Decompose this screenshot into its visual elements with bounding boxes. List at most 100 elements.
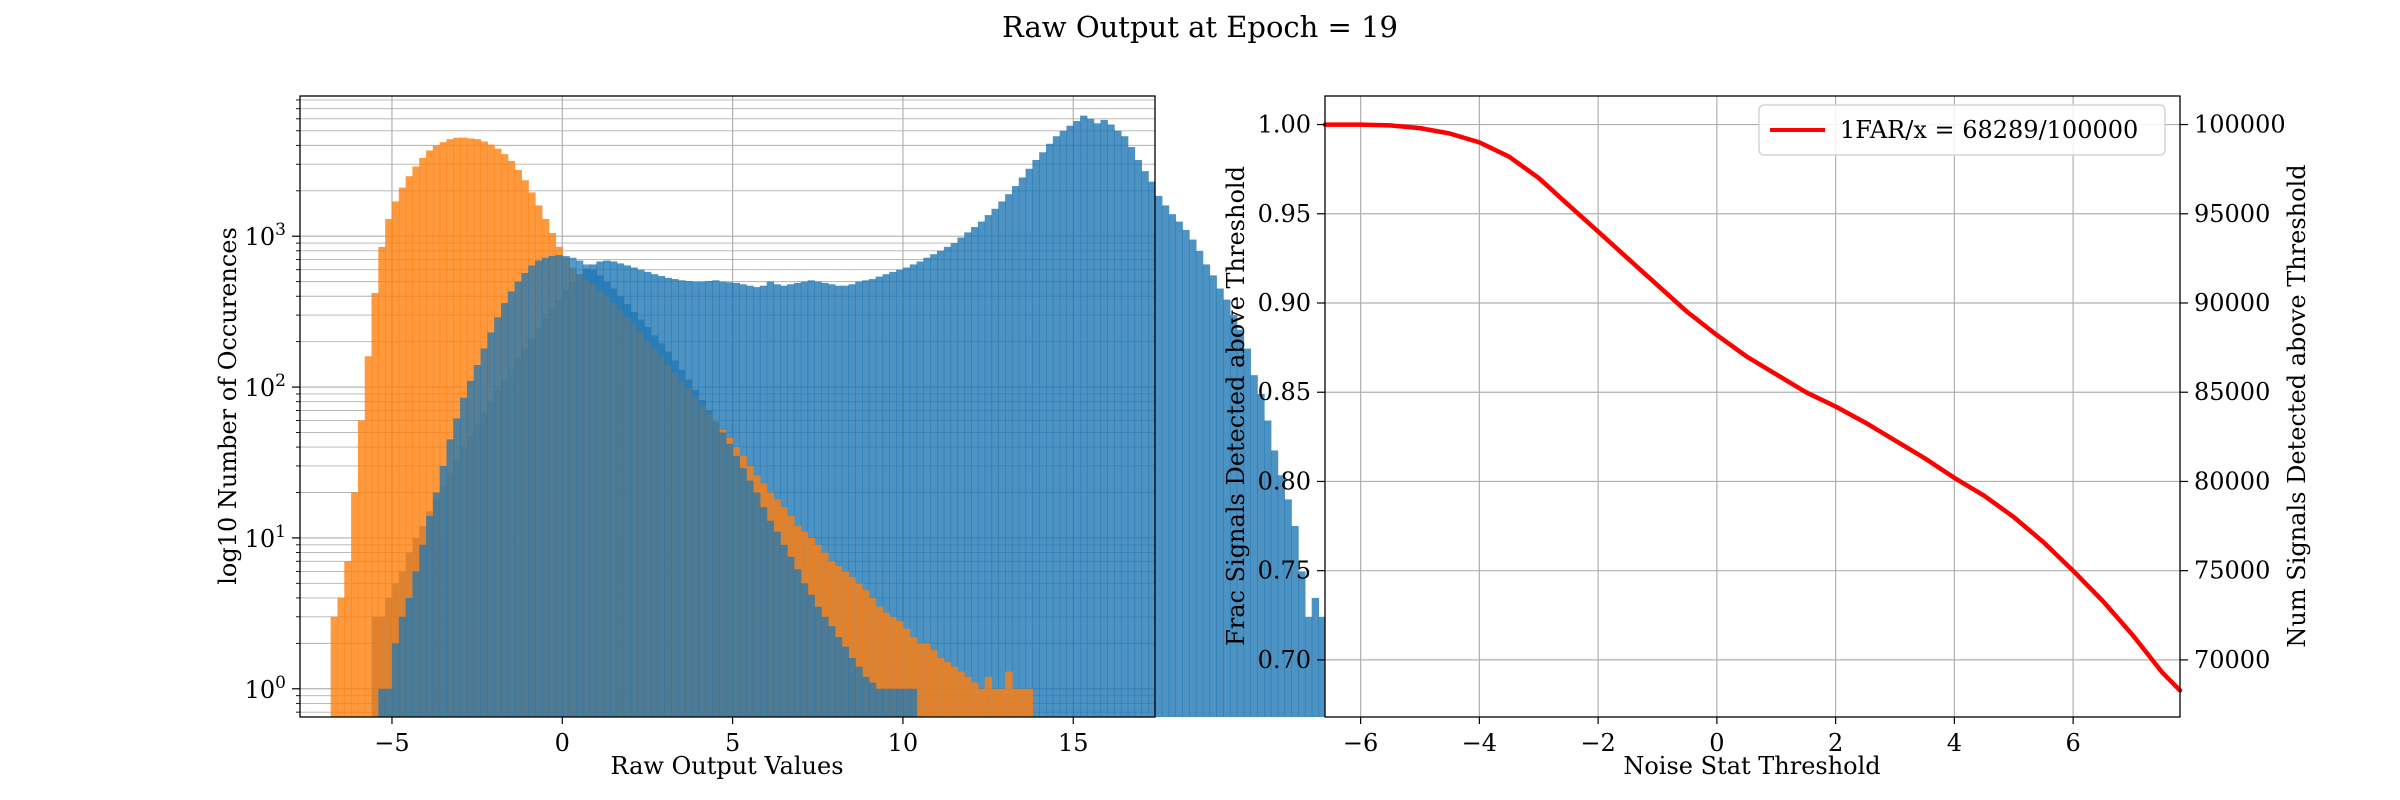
hist-bar <box>419 544 427 717</box>
hist-bar <box>1114 130 1122 717</box>
hist-bar <box>889 688 897 717</box>
hist-bar <box>841 285 850 717</box>
hist-bar <box>426 150 434 717</box>
hist-bar <box>473 365 482 717</box>
hist-bar <box>855 583 863 717</box>
hist-bar <box>378 688 386 717</box>
hist-bar <box>616 296 625 717</box>
hist-bar <box>1291 525 1299 717</box>
hist-bar <box>514 281 523 717</box>
hist-bar <box>487 332 495 717</box>
hist-bar <box>875 276 884 717</box>
line-y-tick-label-left: 0.95 <box>1258 200 1311 228</box>
hist-bar <box>862 280 870 717</box>
hist-bar <box>480 348 488 717</box>
hist-bar <box>759 507 768 717</box>
hist-bar <box>827 284 836 717</box>
hist-x-tick-label: 15 <box>1058 729 1089 757</box>
hist-bar <box>623 304 632 717</box>
hist-bar <box>535 260 543 717</box>
hist-bar <box>984 676 993 717</box>
hist-bar <box>943 246 952 717</box>
hist-bar <box>378 246 386 717</box>
hist-bar <box>936 657 945 717</box>
line-y-tick-label-left: 0.90 <box>1258 289 1311 317</box>
hist-bar <box>569 257 577 717</box>
hist-bar <box>889 271 897 717</box>
hist-bar <box>787 284 795 717</box>
hist-bar <box>466 380 475 717</box>
hist-bar <box>739 468 747 717</box>
hist-series-2 <box>378 255 918 718</box>
hist-bar <box>977 221 986 717</box>
hist-bar <box>1127 147 1136 717</box>
hist-bar <box>1209 275 1217 717</box>
legend-label: 1FAR/x = 68289/100000 <box>1840 116 2138 144</box>
hist-bar <box>991 208 999 717</box>
hist-bar <box>371 293 379 717</box>
hist-bar <box>432 145 441 717</box>
hist-bar <box>1120 136 1129 718</box>
hist-bar <box>1202 264 1211 717</box>
hist-bar <box>521 273 529 717</box>
hist-bar <box>971 682 979 717</box>
hist-bar <box>923 643 931 717</box>
line-y-tick-label-left: 1.00 <box>1258 111 1311 139</box>
hist-bar <box>868 279 877 717</box>
hist-bar <box>555 255 563 718</box>
hist-bar <box>1005 194 1013 717</box>
hist-bar <box>998 688 1006 717</box>
hist-bar <box>446 439 454 717</box>
legend-box <box>1758 104 2166 156</box>
hist-bar <box>494 317 502 717</box>
line-x-tick-label: 0 <box>1709 729 1724 757</box>
hist-bar <box>1236 329 1245 717</box>
legend: 1FAR/x = 68289/100000 <box>1758 104 2166 156</box>
hist-bar <box>439 465 448 717</box>
hist-bar <box>385 219 393 717</box>
line-y-tick-label-left: 0.75 <box>1258 557 1311 585</box>
hist-bar <box>998 201 1006 717</box>
hist-bar <box>718 432 727 717</box>
hist-bar <box>841 646 850 717</box>
hist-bar <box>957 237 965 718</box>
hist-bar <box>1257 393 1265 717</box>
hist-bar <box>793 282 802 717</box>
hist-bar <box>753 492 761 717</box>
hist-bar <box>337 597 345 717</box>
hist-bar <box>1250 375 1258 717</box>
hist-bar <box>1318 616 1326 717</box>
hist-bar <box>705 410 713 717</box>
hist-bar <box>1018 688 1027 717</box>
hist-bar <box>780 544 788 717</box>
line-x-tick-label: 6 <box>2065 729 2080 757</box>
hist-bar <box>868 682 877 717</box>
hist-bar <box>1134 160 1142 718</box>
hist-bar <box>868 597 877 717</box>
hist-bar <box>630 311 638 717</box>
hist-bar <box>882 612 890 717</box>
hist-bar <box>419 157 427 717</box>
hist-bar <box>1005 671 1013 717</box>
hist-bar <box>351 492 359 717</box>
hist-bar <box>405 597 414 717</box>
hist-bar <box>691 389 700 717</box>
hist-bar <box>1175 221 1183 717</box>
line-x-ticks: −6 −4 −2 0 2 4 6 <box>1343 717 2081 757</box>
hist-bar <box>841 571 850 717</box>
hist-bar <box>889 616 897 717</box>
hist-bar <box>1045 143 1054 717</box>
hist-bar <box>412 166 420 718</box>
figure-title: Raw Output at Epoch = 19 <box>1002 10 1398 44</box>
hist-bar <box>725 443 734 717</box>
hist-bar <box>930 254 938 717</box>
hist-y-tick-label: 100 <box>245 673 286 704</box>
hist-bar <box>644 327 652 717</box>
line-x-tick-label: 2 <box>1828 729 1843 757</box>
hist-bar <box>664 351 672 717</box>
line-y-tick-label-left: 0.85 <box>1258 378 1311 406</box>
hist-bar <box>1243 348 1251 717</box>
hist-bar <box>541 257 550 717</box>
hist-bar <box>875 688 884 717</box>
hist-bar <box>773 531 781 717</box>
